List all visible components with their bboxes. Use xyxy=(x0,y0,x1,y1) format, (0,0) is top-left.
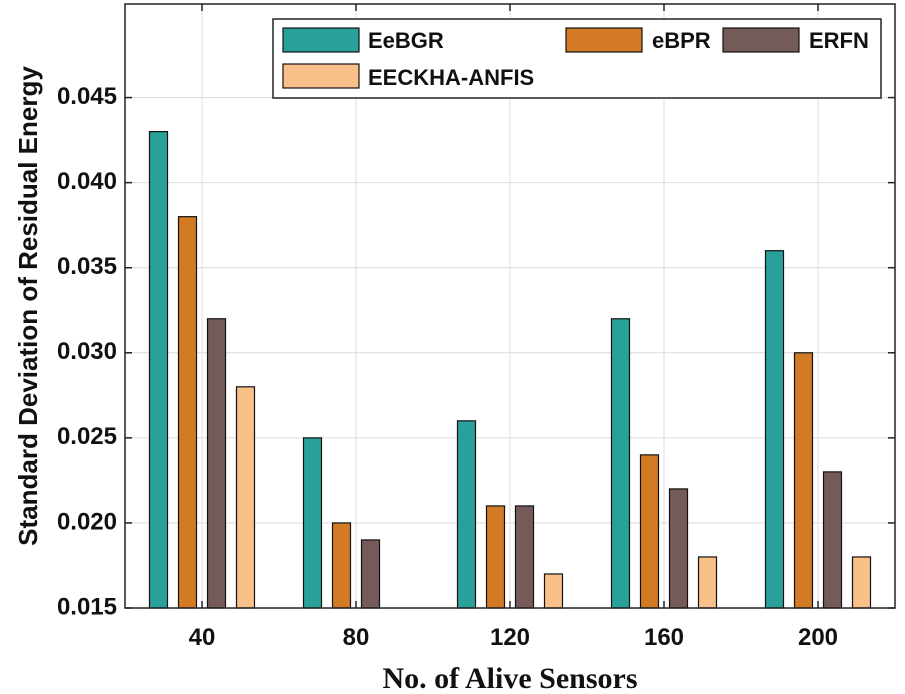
bar-eebgr-160 xyxy=(610,318,631,609)
bar-ebpr-120 xyxy=(485,505,506,609)
x-tick-label: 40 xyxy=(189,624,216,651)
y-tick-label: 0.035 xyxy=(57,253,117,280)
legend-swatch-ebpr xyxy=(565,27,643,53)
legend-swatch-erfn xyxy=(722,27,800,53)
y-tick-label: 0.020 xyxy=(57,508,117,535)
bar-erfn-120 xyxy=(514,505,535,609)
bar-eeckha-anfis-200 xyxy=(851,556,872,609)
y-tick-label: 0.025 xyxy=(57,423,117,450)
bars xyxy=(148,131,872,609)
x-tick-label: 120 xyxy=(490,624,530,651)
legend-swatch-eeckha-anfis xyxy=(282,63,360,89)
bar-eeckha-anfis-40 xyxy=(235,386,256,609)
y-tick-label: 0.015 xyxy=(57,593,117,620)
bar-eebgr-200 xyxy=(764,250,785,609)
bar-erfn-80 xyxy=(360,539,381,609)
y-tick-label: 0.045 xyxy=(57,83,117,110)
x-tick-label: 160 xyxy=(644,624,684,651)
legend: EeBGR eBPR ERFN EECKHA-ANFIS xyxy=(272,18,882,99)
bar-ebpr-40 xyxy=(177,216,198,609)
legend-label-eebgr: EeBGR xyxy=(368,28,444,53)
bar-ebpr-160 xyxy=(639,454,660,609)
bar-eebgr-80 xyxy=(302,437,323,609)
bar-erfn-160 xyxy=(668,488,689,609)
x-axis-label: No. of Alive Sensors xyxy=(383,662,638,694)
x-tick-label: 80 xyxy=(343,624,370,651)
y-axis-label: Standard Deviation of Residual Energy xyxy=(13,66,43,546)
bar-eeckha-anfis-160 xyxy=(697,556,718,609)
bar-erfn-200 xyxy=(822,471,843,609)
y-tick-label: 0.030 xyxy=(57,338,117,365)
bar-erfn-40 xyxy=(206,318,227,609)
y-tick-label: 0.040 xyxy=(57,168,117,195)
legend-label-eeckha-anfis: EECKHA-ANFIS xyxy=(368,65,534,90)
legend-label-erfn: ERFN xyxy=(809,28,869,53)
legend-label-ebpr: eBPR xyxy=(652,28,711,53)
bar-ebpr-200 xyxy=(793,352,814,609)
x-tick-label: 200 xyxy=(798,624,838,651)
bar-eeckha-anfis-120 xyxy=(543,573,564,609)
axis-ticks: 0.015 0.020 0.025 0.030 0.035 0.040 0.045 40 80 1… xyxy=(57,4,895,651)
legend-swatch-eebgr xyxy=(282,27,360,53)
bar-eebgr-120 xyxy=(456,420,477,609)
bar-ebpr-80 xyxy=(331,522,352,609)
bar-eebgr-40 xyxy=(148,131,169,609)
